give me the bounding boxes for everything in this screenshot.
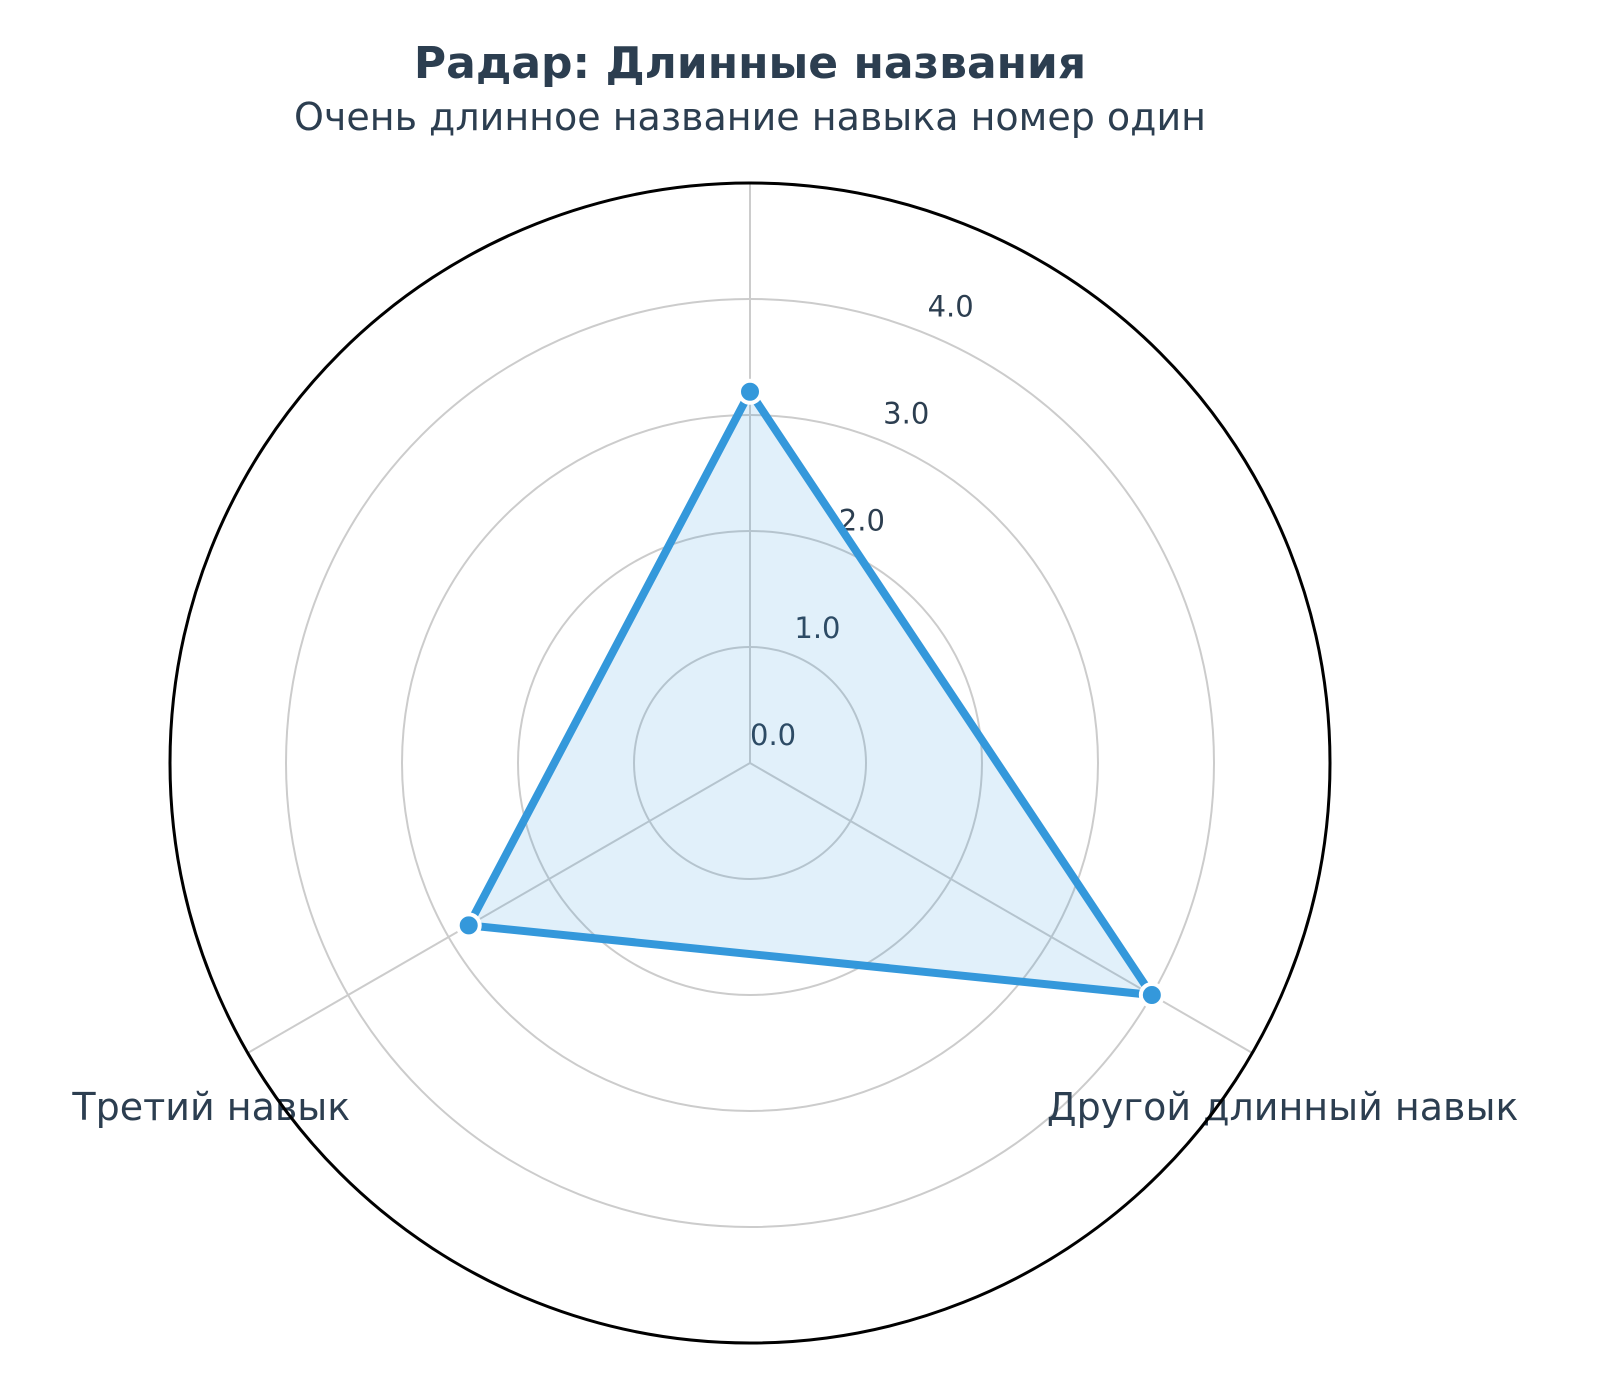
grid-spoke	[247, 762, 751, 1054]
radial-tick-label: 4.0	[928, 289, 974, 323]
radar-series	[455, 378, 1165, 1008]
axis-label: Очень длинное название навыка номер один	[294, 95, 1206, 139]
series-line	[462, 383, 1160, 1000]
radar-grid	[247, 183, 1253, 1228]
grid-spoke	[749, 762, 1253, 1054]
axis-label: Третий навык	[71, 1085, 350, 1129]
series-area	[468, 391, 1152, 995]
series-point	[737, 378, 763, 405]
radial-tick-labels: 0.01.02.03.04.0	[750, 289, 974, 752]
axis-labels: Очень длинное название навыка номер один…	[71, 95, 1518, 1129]
radial-tick-label: 1.0	[794, 611, 840, 645]
outer-frame	[168, 181, 1332, 1345]
radial-tick-label: 3.0	[883, 396, 929, 430]
chart-title: Радар: Длинные названия	[414, 38, 1086, 89]
series-point	[455, 912, 482, 939]
radial-tick-label: 0.0	[750, 718, 796, 752]
series-point	[1138, 982, 1165, 1008]
axis-label: Другой длинный навык	[1047, 1085, 1519, 1129]
